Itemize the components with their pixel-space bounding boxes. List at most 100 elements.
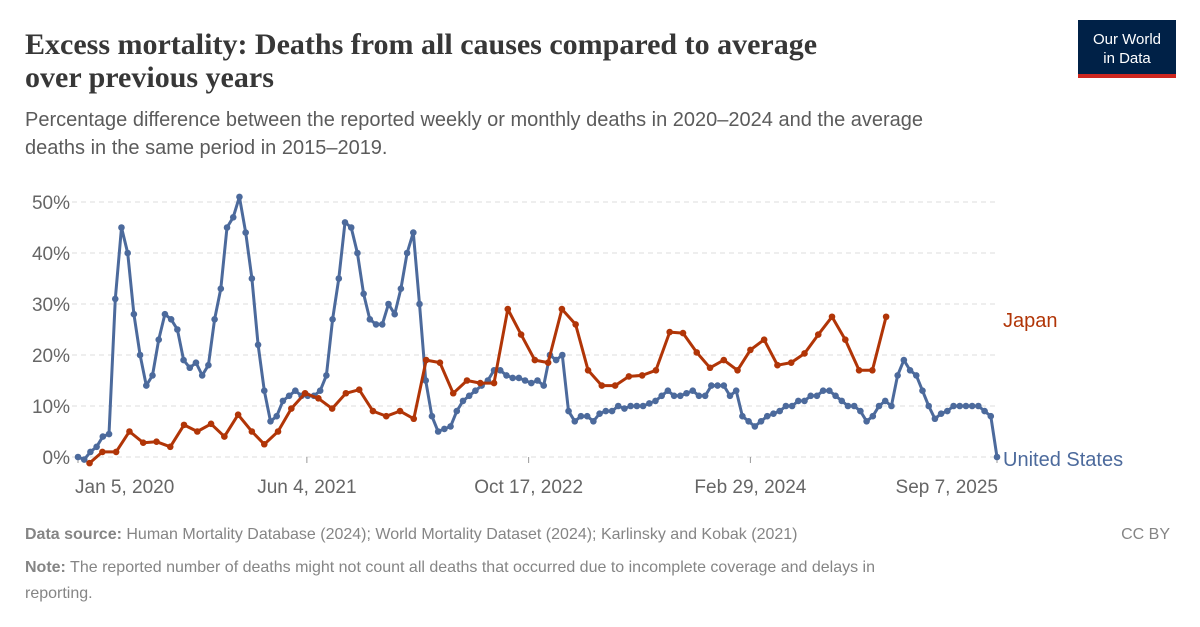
point (192, 359, 200, 366)
point (751, 423, 759, 430)
point (747, 346, 754, 354)
point (105, 430, 113, 438)
point (540, 382, 548, 389)
point (503, 372, 510, 379)
point (382, 412, 390, 420)
legend-label: Japan (1003, 310, 1058, 332)
point (584, 367, 592, 374)
point (86, 459, 93, 467)
source-text: Human Mortality Database (2024); World M… (126, 526, 797, 543)
point (161, 310, 169, 318)
point (598, 382, 606, 389)
point (794, 397, 802, 405)
point (590, 418, 597, 425)
point (670, 392, 678, 400)
y-tick-label: 30% (32, 295, 70, 316)
logo-text: in Data (1103, 50, 1151, 67)
point (708, 382, 715, 389)
point (254, 341, 262, 349)
point (328, 405, 336, 412)
note: reporting. (25, 585, 93, 602)
point (385, 300, 392, 308)
point (693, 349, 701, 356)
point (87, 448, 94, 456)
point (124, 249, 131, 257)
point (472, 387, 479, 395)
point (875, 402, 883, 410)
point (136, 351, 144, 359)
point (315, 395, 322, 402)
point (608, 407, 616, 415)
point (267, 418, 274, 425)
point (919, 387, 926, 395)
y-tick-label: 40% (32, 244, 70, 265)
point (734, 367, 741, 374)
y-tick-label: 20% (32, 346, 70, 367)
point (273, 412, 281, 420)
point (770, 410, 777, 417)
point (577, 412, 585, 420)
legend-label: United States (1003, 449, 1123, 471)
point (572, 321, 579, 328)
point (397, 285, 405, 293)
point (993, 453, 1001, 461)
point (194, 428, 201, 435)
point (571, 418, 579, 425)
point (112, 448, 120, 456)
point (509, 374, 516, 382)
source-label: Data source: (25, 526, 122, 543)
point (720, 356, 728, 364)
point (372, 321, 380, 328)
point (855, 367, 863, 374)
point (869, 367, 876, 374)
point (504, 305, 512, 313)
point (559, 351, 566, 359)
point (428, 412, 436, 420)
license: CC BY (1121, 526, 1170, 543)
point (234, 411, 242, 418)
point (391, 310, 398, 318)
line (77, 195, 999, 462)
point (449, 389, 457, 397)
point (360, 290, 367, 298)
point (534, 377, 541, 384)
point (706, 364, 714, 372)
point (217, 285, 225, 293)
point (521, 377, 529, 384)
point (689, 387, 697, 395)
point (221, 433, 228, 440)
point (745, 418, 752, 425)
point (639, 402, 647, 410)
point (465, 392, 473, 400)
point (410, 415, 418, 423)
point (679, 329, 687, 337)
note: Note: The reported number of deaths migh… (25, 559, 875, 576)
point (826, 387, 833, 395)
point (366, 316, 374, 323)
point (155, 336, 163, 344)
point (180, 421, 188, 429)
point (962, 402, 970, 410)
point (760, 336, 768, 344)
y-tick-label: 50% (32, 193, 70, 214)
point (515, 374, 523, 382)
point (476, 379, 484, 387)
point (828, 313, 836, 321)
point (633, 402, 641, 410)
point (869, 412, 877, 420)
point (611, 382, 619, 389)
point (355, 386, 363, 393)
point (801, 350, 808, 357)
point (279, 397, 287, 405)
point (544, 359, 552, 366)
point (881, 397, 889, 405)
point (205, 361, 212, 369)
point (285, 392, 293, 400)
point (341, 219, 349, 226)
point (80, 456, 88, 463)
point (714, 382, 721, 389)
point (292, 387, 299, 395)
point (211, 316, 218, 323)
note-label: Note: (25, 559, 66, 576)
point (463, 377, 471, 384)
